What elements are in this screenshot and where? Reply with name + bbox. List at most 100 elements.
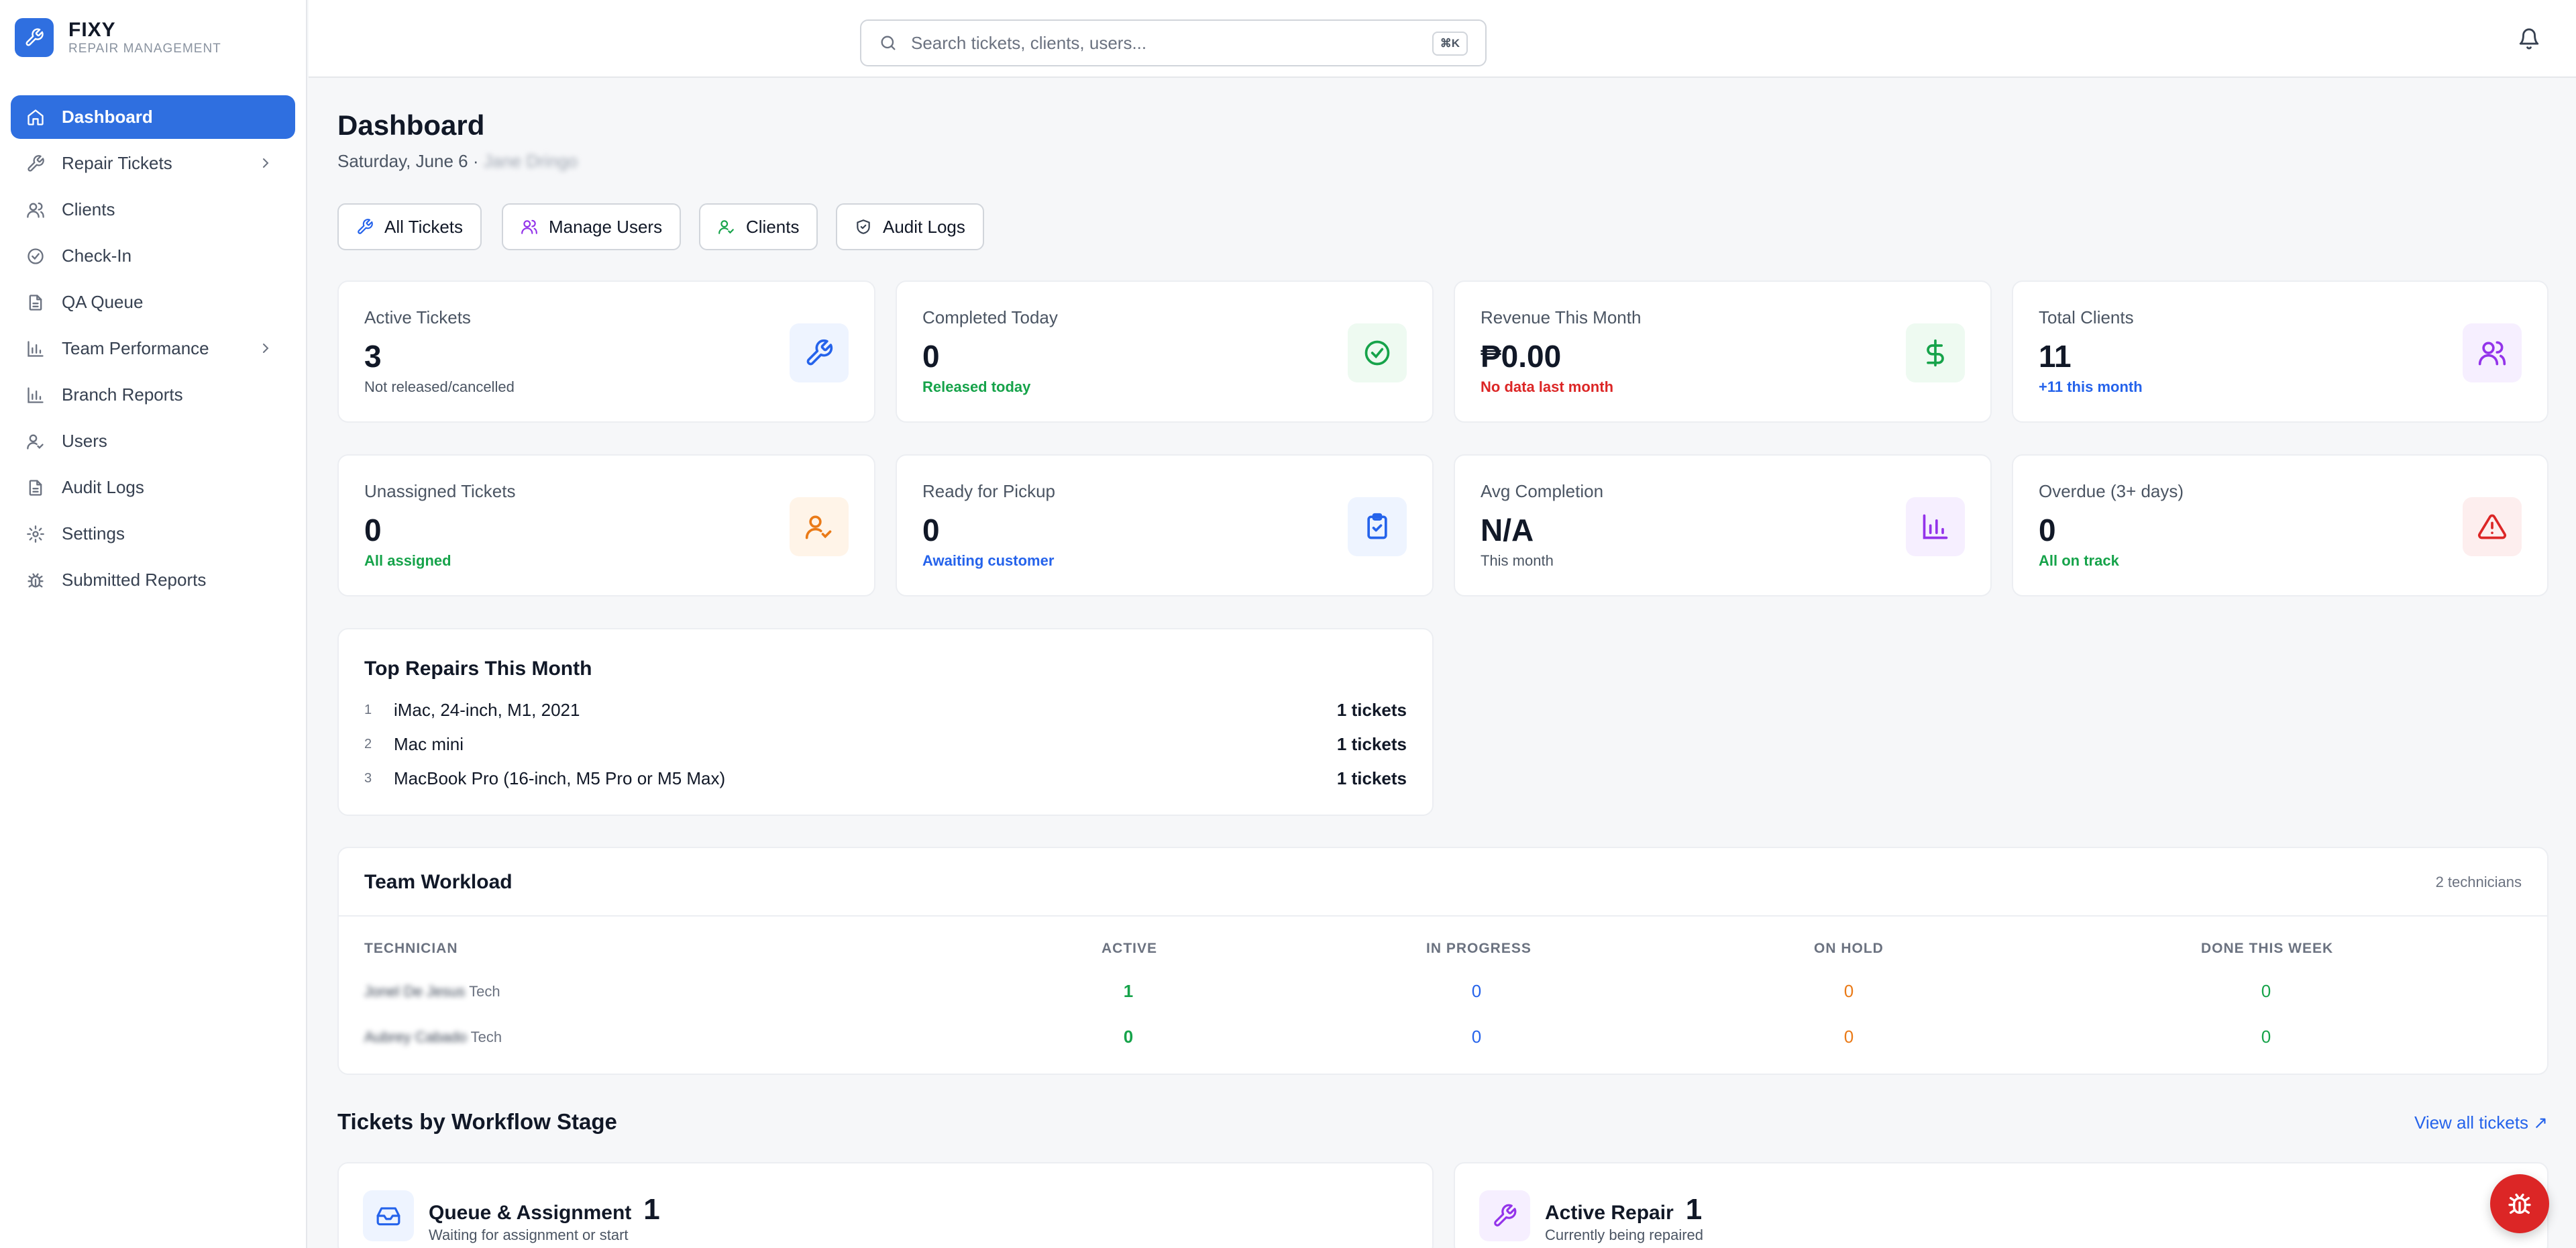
stat-card-ready-pickup[interactable]: Ready for Pickup 0 Awaiting customer [896,454,1434,596]
stat-label: Overdue (3+ days) [2039,481,2184,501]
stat-card-overdue[interactable]: Overdue (3+ days) 0 All on track [2012,454,2548,596]
stat-card-completed-today[interactable]: Completed Today 0 Released today [896,280,1434,423]
clients-button[interactable]: Clients [699,203,818,250]
sidebar-item-settings[interactable]: Settings [11,512,295,556]
stat-label: Ready for Pickup [922,481,1055,501]
audit-logs-button[interactable]: Audit Logs [836,203,984,250]
dollar-icon [1906,323,1965,382]
sidebar-item-branch-reports[interactable]: Branch Reports [11,373,295,417]
button-label: All Tickets [384,216,464,237]
stat-card-total-clients[interactable]: Total Clients 11 +11 this month [2012,280,2548,423]
sidebar-item-repair-tickets[interactable]: Repair Tickets [11,142,295,185]
wrench-icon [356,218,374,236]
stat-value: 0 [2039,513,2056,548]
button-label: Clients [746,216,800,237]
active-count: 0 [1123,1027,1134,1047]
stage-label: Queue & Assignment [429,1202,632,1224]
sidebar-item-label: Audit Logs [62,477,144,497]
wrench-icon [790,323,849,382]
stat-card-active-tickets[interactable]: Active Tickets 3 Not released/cancelled [337,280,875,423]
technician-name: Jonel De Jesus [364,983,466,1000]
stat-footnote: +11 this month [2039,378,2143,395]
sidebar-item-label: Branch Reports [62,384,183,405]
bell-icon[interactable] [2514,24,2544,54]
stage-card-active-repair[interactable]: Active Repair 1 Currently being repaired [1454,1162,2548,1248]
technician-cell: Jonel De Jesus Tech [364,983,500,1000]
stat-value: 0 [922,513,940,548]
stat-card-avg-completion[interactable]: Avg Completion N/A This month [1454,454,1992,596]
report-bug-button[interactable] [2490,1174,2549,1233]
repair-name: MacBook Pro (16-inch, M5 Pro or M5 Max) [394,768,726,788]
manage-users-button[interactable]: Manage Users [502,203,682,250]
search-input[interactable]: Search tickets, clients, users... ⌘K [860,19,1487,66]
sidebar-item-audit-logs[interactable]: Audit Logs [11,466,295,509]
stat-footnote: Not released/cancelled [364,378,515,395]
list-item[interactable]: 3 MacBook Pro (16-inch, M5 Pro or M5 Max… [364,765,1407,792]
stage-description: Currently being repaired [1545,1227,1704,1243]
stat-value: ₱0.00 [1481,339,1562,374]
technician-count: 2 technicians [2435,874,2522,890]
stage-name: Queue & Assignment 1 [429,1193,660,1227]
column-header: ACTIVE [1102,941,1158,956]
brand-subtitle: REPAIR MANAGEMENT [68,42,221,56]
stat-label: Total Clients [2039,307,2134,327]
stage-card-queue[interactable]: Queue & Assignment 1 Waiting for assignme… [337,1162,1434,1248]
sidebar-item-label: Settings [62,523,125,543]
user-check-icon [718,218,735,236]
sidebar-item-team-performance[interactable]: Team Performance [11,327,295,370]
sidebar-item-check-in[interactable]: Check-In [11,234,295,278]
list-item[interactable]: 2 Mac mini 1 tickets [364,731,1407,758]
brand-name: FIXY [68,19,116,41]
stat-value: 0 [922,339,940,374]
sidebar-item-qa-queue[interactable]: QA Queue [11,280,295,324]
column-header: TECHNICIAN [364,941,458,956]
sidebar-nav: Dashboard Repair Tickets Clients Check-I… [0,75,306,602]
date-text: Saturday, June 6 · [337,151,479,171]
bug-icon [2506,1190,2533,1217]
page-title: Dashboard [337,109,485,141]
users-icon [25,200,46,220]
view-all-tickets-link[interactable]: View all tickets ↗ [2414,1112,2548,1133]
stat-footnote: This month [1481,552,1554,569]
stat-footnote: Released today [922,378,1031,395]
search-placeholder: Search tickets, clients, users... [911,32,1147,53]
user-check-icon [790,497,849,556]
stage-count: 1 [1685,1193,1703,1226]
wrench-icon [1479,1190,1530,1241]
stat-label: Active Tickets [364,307,471,327]
check-circle-icon [25,246,46,266]
stat-value: 3 [364,339,382,374]
gear-icon [25,524,46,544]
list-item[interactable]: 1 iMac, 24-inch, M1, 2021 1 tickets [364,696,1407,723]
stat-value: 0 [364,513,382,548]
team-workload-title: Team Workload [364,871,513,893]
sidebar-item-label: Dashboard [62,107,153,127]
stat-card-unassigned[interactable]: Unassigned Tickets 0 All assigned [337,454,875,596]
repair-rank: 3 [364,770,372,786]
stat-footnote: All on track [2039,552,2119,569]
document-icon [25,478,46,498]
workflow-title: Tickets by Workflow Stage [337,1109,617,1134]
sidebar-item-label: Clients [62,199,115,219]
done-count: 0 [2261,981,2271,1001]
repair-name: Mac mini [394,733,464,754]
repair-rank: 1 [364,702,372,717]
sidebar-item-users[interactable]: Users [11,419,295,463]
wrench-icon [25,154,46,174]
technician-role: Tech [470,1029,502,1045]
stat-footnote: Awaiting customer [922,552,1055,569]
stat-value: 11 [2039,339,2072,374]
column-header: IN PROGRESS [1426,941,1532,956]
sidebar: FIXY REPAIR MANAGEMENT Dashboard Repair … [0,0,307,1248]
sidebar-item-label: QA Queue [62,292,144,312]
all-tickets-button[interactable]: All Tickets [337,203,482,250]
sidebar-item-clients[interactable]: Clients [11,188,295,231]
stat-card-revenue[interactable]: Revenue This Month ₱0.00 No data last mo… [1454,280,1992,423]
chevron-right-icon [258,340,274,356]
sidebar-item-submitted-reports[interactable]: Submitted Reports [11,558,295,602]
sidebar-item-label: Submitted Reports [62,570,207,590]
brand[interactable]: FIXY REPAIR MANAGEMENT [0,0,306,75]
stat-footnote: All assigned [364,552,451,569]
button-label: Manage Users [549,216,663,237]
sidebar-item-dashboard[interactable]: Dashboard [11,95,295,139]
